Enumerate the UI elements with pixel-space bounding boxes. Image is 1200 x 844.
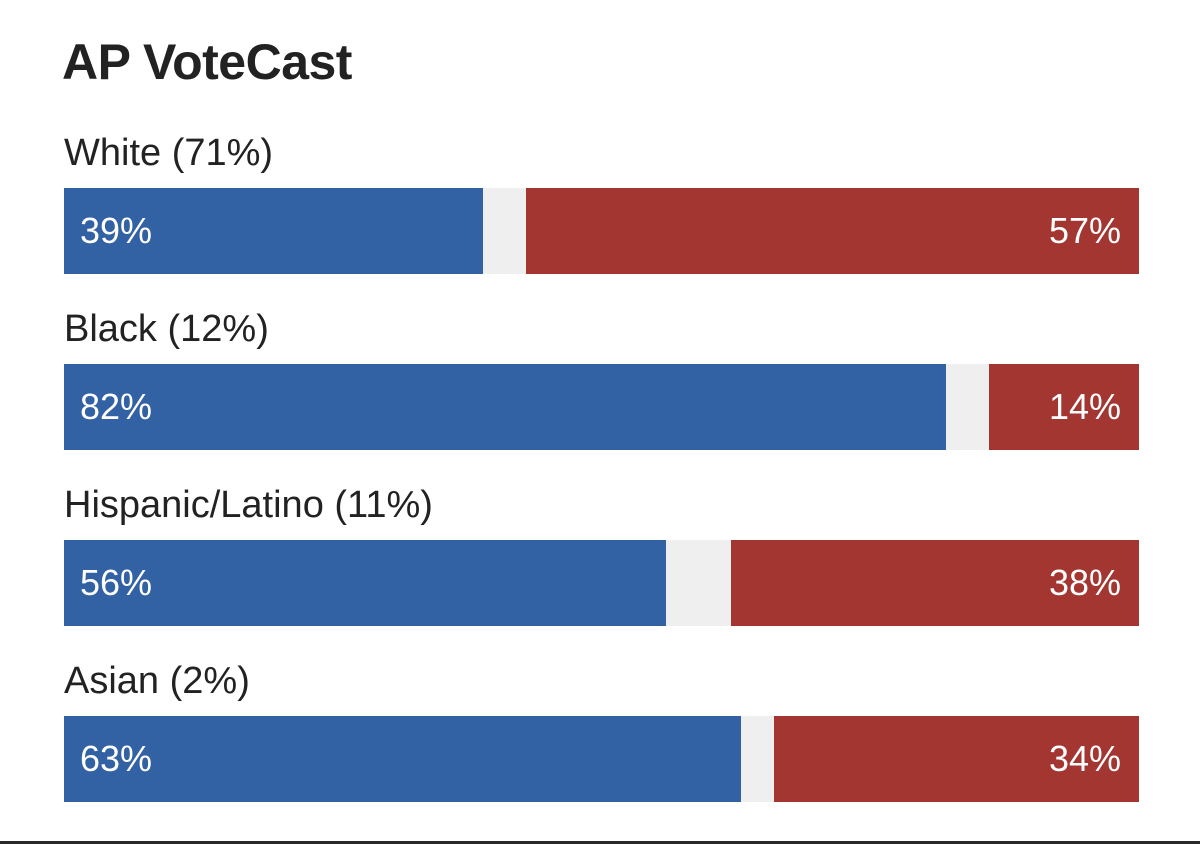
bar-value-label: 57% xyxy=(1048,210,1121,251)
category-label: White (71%) xyxy=(64,132,274,174)
bar-segment-right: 57% xyxy=(526,188,1139,274)
bar-track: 56% 38% xyxy=(64,540,1139,626)
bar-value-label: 38% xyxy=(1048,562,1121,603)
bar-value-label: 14% xyxy=(1048,386,1121,427)
category-label: Black (12%) xyxy=(64,308,269,350)
bottom-rule xyxy=(0,841,1200,844)
chart-title: AP VoteCast xyxy=(62,34,352,90)
bar-value-label: 39% xyxy=(80,210,153,251)
bar-segment-left: 56% xyxy=(64,540,666,626)
bar-track: 39% 57% xyxy=(64,188,1139,274)
bar-segment-left: 63% xyxy=(64,716,742,802)
bar-segment-left: 39% xyxy=(64,188,484,274)
category-label: Hispanic/Latino (11%) xyxy=(64,484,433,526)
bar-track: 82% 14% xyxy=(64,364,1139,450)
bar-track: 63% 34% xyxy=(64,716,1139,802)
bar-segment-left: 82% xyxy=(64,364,946,450)
bar-segment-right: 14% xyxy=(988,364,1139,450)
bar-value-label: 82% xyxy=(80,386,153,427)
bar-value-label: 63% xyxy=(80,738,153,779)
bar-value-label: 56% xyxy=(80,562,153,603)
bar-segment-right: 34% xyxy=(773,716,1139,802)
bar-value-label: 34% xyxy=(1048,738,1121,779)
bar-segment-right: 38% xyxy=(730,540,1139,626)
category-label: Asian (2%) xyxy=(64,660,250,702)
